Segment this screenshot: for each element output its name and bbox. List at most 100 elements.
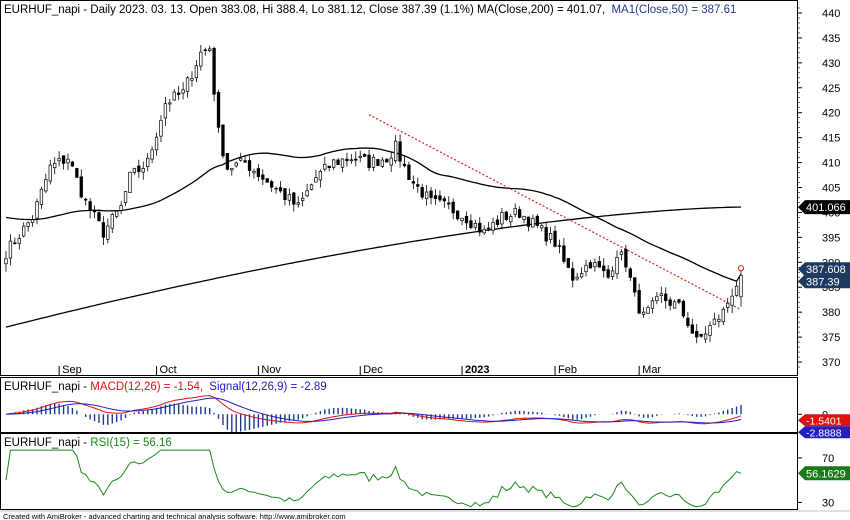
candle — [575, 272, 579, 281]
candle — [137, 159, 141, 178]
candle — [185, 75, 190, 98]
candle — [159, 115, 163, 142]
candle — [438, 190, 442, 203]
candle — [362, 153, 367, 157]
candle — [460, 217, 464, 226]
candle — [309, 183, 314, 191]
signal-line — [5, 397, 742, 424]
candle — [332, 158, 336, 170]
candle — [274, 186, 278, 194]
price-tick-label: 410 — [822, 158, 840, 170]
candle — [234, 161, 238, 168]
candle — [230, 167, 234, 176]
candle — [119, 201, 123, 215]
candle — [296, 196, 300, 208]
price-panel[interactable] — [0, 0, 798, 376]
date-tick-label: Feb — [558, 364, 577, 376]
candle — [314, 169, 318, 183]
candle — [641, 307, 646, 318]
candle — [44, 173, 48, 194]
candle — [292, 192, 296, 212]
ma50-line — [5, 147, 742, 282]
candle — [633, 277, 637, 297]
candle — [216, 89, 221, 133]
candle — [358, 150, 362, 163]
candle — [420, 183, 424, 200]
candle — [504, 210, 508, 222]
candle — [181, 82, 185, 100]
candle — [101, 216, 106, 246]
candle — [469, 214, 473, 230]
candle — [318, 169, 323, 188]
candle — [646, 305, 650, 314]
candle — [624, 244, 628, 273]
candle — [106, 218, 110, 244]
price-tick-label: 370 — [822, 357, 840, 369]
ma200-path — [5, 206, 741, 328]
price-tick-label: 435 — [822, 33, 840, 45]
candle — [150, 146, 154, 164]
candle — [110, 212, 114, 234]
date-tick-label: Oct — [160, 364, 177, 376]
candle — [340, 158, 345, 173]
candle — [283, 188, 287, 206]
rsi-line — [5, 449, 742, 508]
candle — [327, 165, 331, 172]
candle — [473, 219, 477, 231]
candle — [203, 47, 207, 56]
candle — [92, 205, 97, 219]
candle — [464, 211, 469, 230]
candle — [154, 132, 159, 156]
candle — [548, 227, 553, 244]
date-tick-label: Sep — [62, 364, 82, 376]
date-tick-label: Nov — [261, 364, 281, 376]
candle — [61, 155, 66, 170]
candle — [380, 157, 385, 169]
candle — [398, 134, 402, 168]
candle — [243, 155, 247, 163]
candle — [690, 318, 694, 334]
candle — [734, 280, 739, 297]
rsi-panel[interactable] — [0, 433, 798, 510]
candle — [177, 85, 181, 101]
candle — [664, 287, 668, 309]
macd-line — [5, 395, 742, 425]
price-badge-text: 401.066 — [806, 202, 846, 214]
candle — [48, 159, 52, 185]
candle — [531, 214, 535, 228]
price-tick-label: 375 — [822, 332, 840, 344]
candle — [371, 154, 376, 172]
last-bar-marker — [737, 265, 745, 272]
price-badge-text: 387.39 — [806, 276, 840, 288]
candle — [261, 169, 265, 186]
candle — [615, 250, 619, 279]
trendline — [368, 114, 742, 311]
candle — [247, 155, 252, 177]
candle — [447, 196, 451, 210]
candle — [721, 306, 725, 325]
macd-info-label: EURHUF_napi - MACD(12,26) = -1.54, Signa… — [4, 381, 327, 393]
candle — [199, 45, 203, 71]
footer-credit: Created with AmiBroker - advanced charti… — [3, 512, 346, 520]
macd-panel[interactable] — [0, 377, 798, 433]
candle — [402, 156, 407, 168]
candle — [79, 169, 83, 199]
date-tick-label: Dec — [363, 364, 383, 376]
candle — [416, 177, 420, 193]
candle — [486, 221, 491, 232]
macd-badge: -1.5401 — [798, 414, 850, 427]
candle — [695, 324, 699, 344]
candle — [495, 215, 500, 228]
candle — [345, 152, 349, 167]
candle — [26, 221, 30, 232]
candle — [239, 152, 243, 162]
candle — [35, 198, 39, 225]
candle — [606, 265, 610, 280]
candle — [703, 326, 708, 343]
candle — [726, 297, 730, 313]
candle — [305, 183, 309, 198]
candle — [376, 158, 380, 167]
candle — [146, 152, 150, 172]
date-tick-label: Mar — [642, 364, 661, 376]
